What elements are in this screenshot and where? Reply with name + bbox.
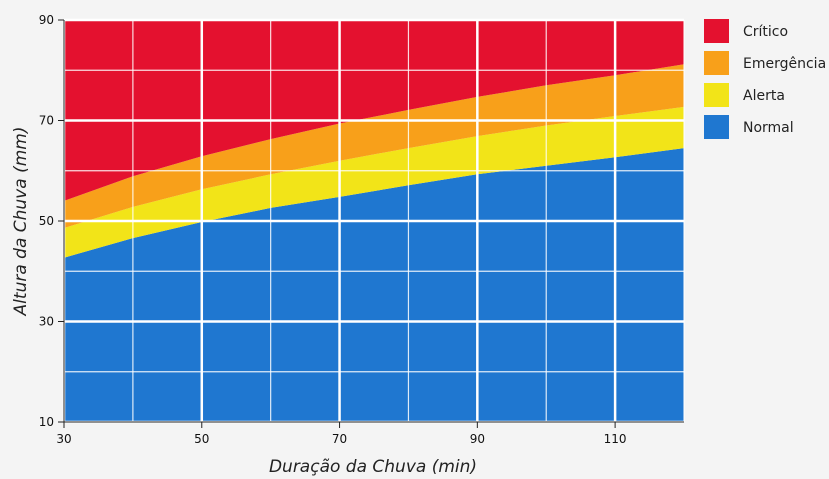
legend-swatch-alerta xyxy=(704,83,729,107)
area-alerta xyxy=(64,106,684,258)
legend-label-alerta: Alerta xyxy=(743,88,785,104)
area-normal xyxy=(64,148,684,422)
x-tick-label: 110 xyxy=(604,432,627,446)
legend-label-normal: Normal xyxy=(743,120,794,136)
legend-swatch-emergencia xyxy=(704,51,729,75)
x-tick-label: 30 xyxy=(56,432,71,446)
area-layers xyxy=(64,20,684,422)
legend-swatch-critico xyxy=(704,19,729,43)
y-tick-label: 10 xyxy=(39,415,54,429)
x-tick-label: 90 xyxy=(470,432,485,446)
area-critico xyxy=(64,20,684,201)
y-tick-label: 70 xyxy=(39,114,54,128)
x-tick-label: 70 xyxy=(332,432,347,446)
x-tick-label: 50 xyxy=(194,432,209,446)
area-emergencia xyxy=(64,64,684,228)
y-tick-label: 90 xyxy=(39,13,54,27)
x-axis-title: Duração da Chuva (min) xyxy=(269,457,477,477)
legend-label-emergencia: Emergência xyxy=(743,56,826,72)
y-tick-label: 50 xyxy=(39,214,54,228)
y-tick-label: 30 xyxy=(39,315,54,329)
legend-label-critico: Crítico xyxy=(743,24,788,40)
legend-swatch-normal xyxy=(704,115,729,139)
y-axis-title: Altura da Chuva (mm) xyxy=(11,127,31,317)
legend: Crítico Emergência Alerta Normal xyxy=(704,19,826,139)
